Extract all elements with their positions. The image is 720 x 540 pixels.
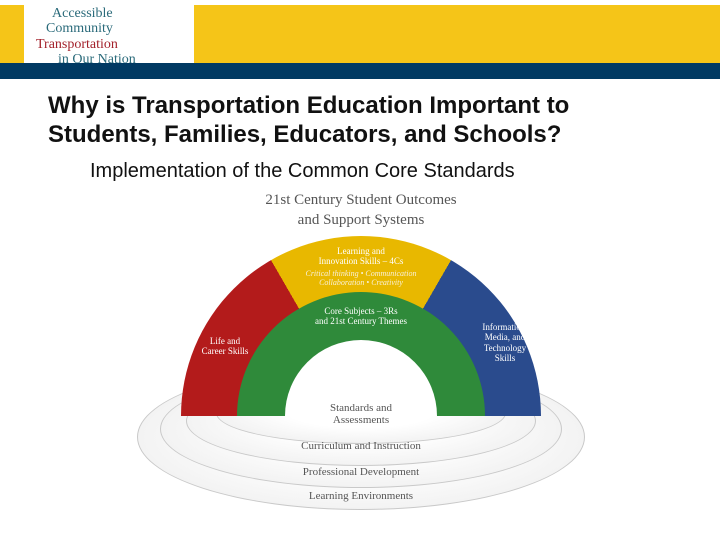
logo: Accessible Community Transportation in O… <box>36 6 136 68</box>
slide-subheading: Implementation of the Common Core Standa… <box>90 160 515 183</box>
header-blue-bar <box>0 63 720 79</box>
diagram-title-line2: and Support Systems <box>298 212 425 228</box>
pool-label-3: Professional Development <box>136 466 586 478</box>
pool-label-2: Curriculum and Instruction <box>136 440 586 452</box>
logo-line2: Community <box>36 21 136 36</box>
diagram-title: 21st Century Student Outcomes and Suppor… <box>136 190 586 231</box>
pool-label-1: Standards and Assessments <box>136 402 586 426</box>
framework-diagram: 21st Century Student Outcomes and Suppor… <box>136 190 586 520</box>
logo-line3: Transportation <box>36 37 136 52</box>
diagram-title-line1: 21st Century Student Outcomes <box>265 192 456 208</box>
slide-heading: Why is Transportation Education Importan… <box>48 92 668 150</box>
rainbow-arcs <box>181 236 541 416</box>
logo-line1: Accessible <box>36 6 136 21</box>
pool-label-4: Learning Environments <box>136 490 586 502</box>
